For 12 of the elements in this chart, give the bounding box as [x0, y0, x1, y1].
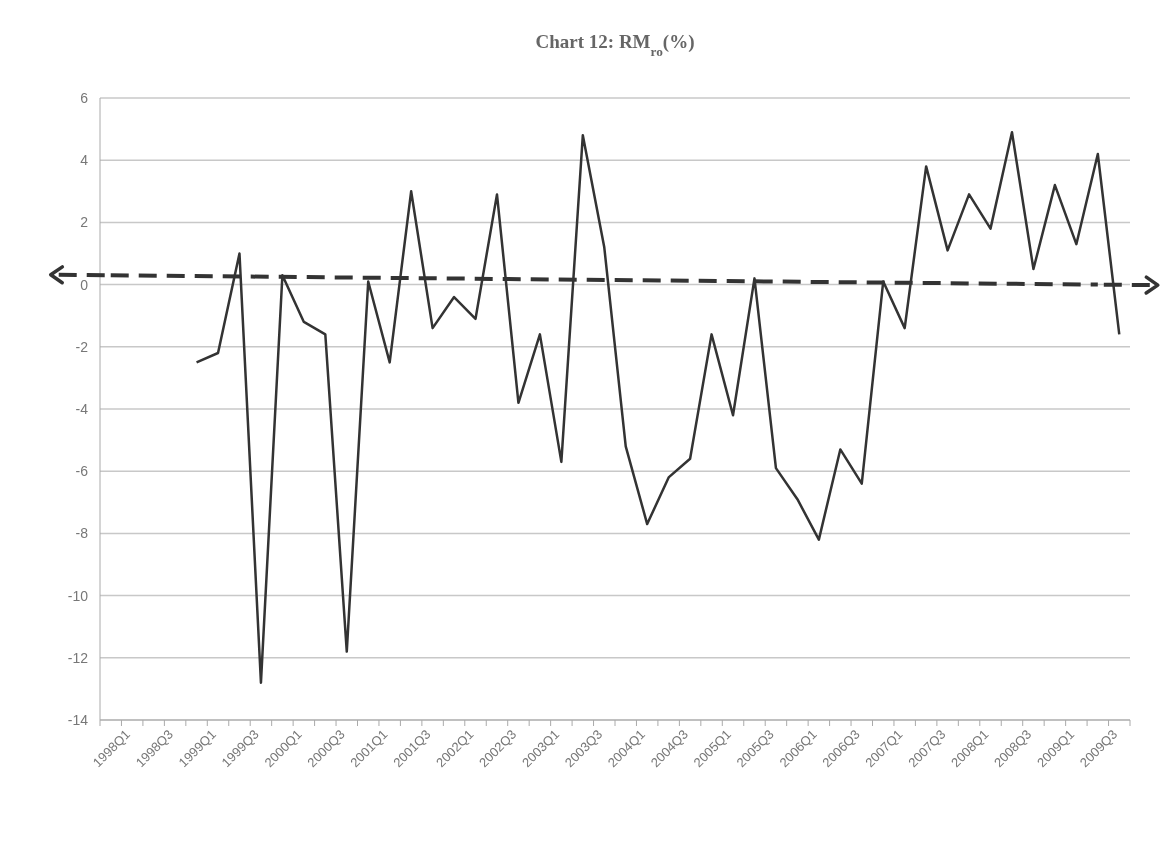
y-tick-label: 2: [80, 214, 89, 231]
chart-title: Chart 12: RM$_{ro}$(%): [535, 31, 695, 59]
y-tick-label: -14: [67, 711, 89, 728]
y-tick-label: -12: [67, 649, 89, 666]
y-tick-label: -8: [75, 525, 89, 542]
y-tick-label: -6: [75, 463, 89, 480]
y-tick-label: 0: [80, 276, 89, 293]
y-tick-label: 6: [80, 89, 89, 106]
y-tick-label: -4: [75, 400, 89, 417]
y-tick-label: -2: [75, 338, 89, 355]
y-tick-label: -10: [67, 587, 89, 604]
y-tick-label: 4: [80, 152, 89, 169]
